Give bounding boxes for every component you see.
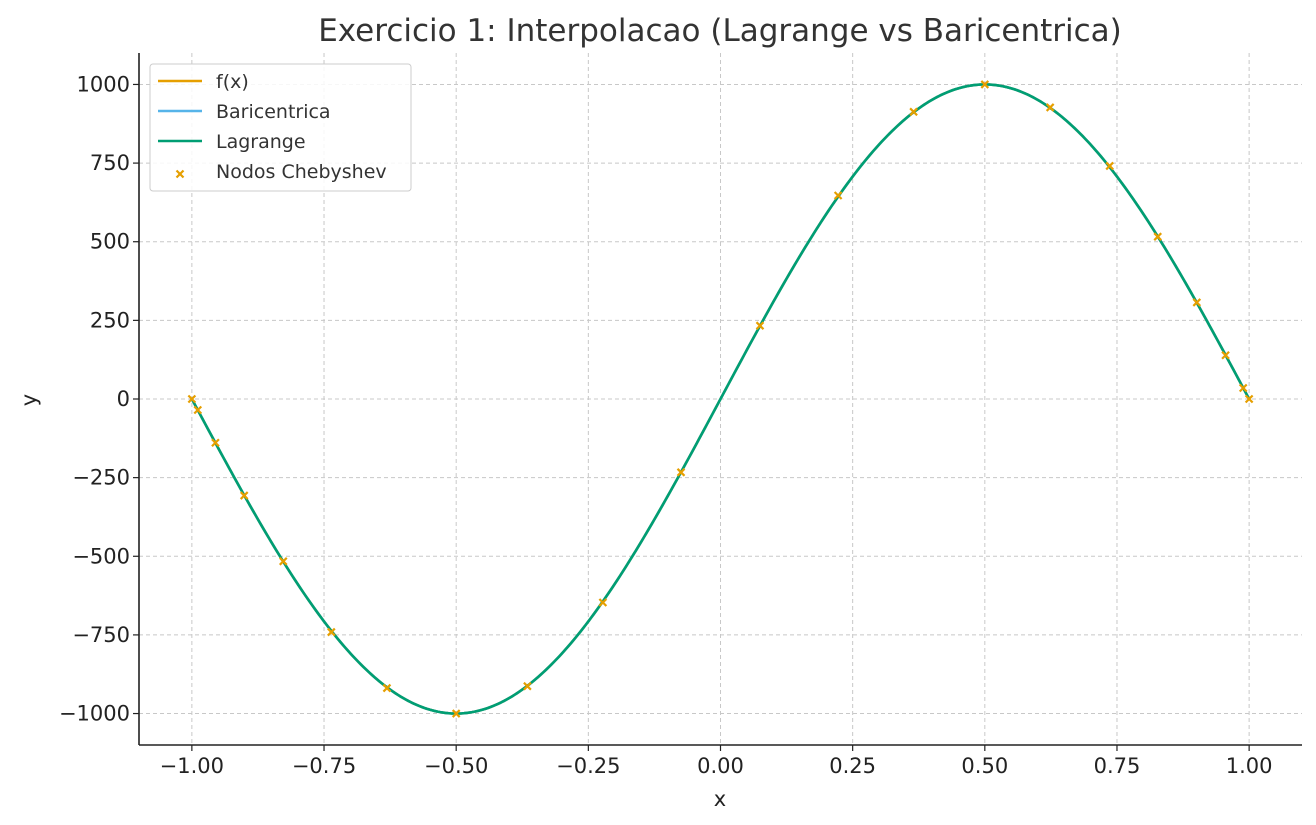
chebyshev-node-point — [598, 598, 608, 607]
chebyshev-node-point — [451, 709, 461, 718]
marker-stroke — [909, 107, 918, 117]
x-axis-label: x — [714, 787, 726, 811]
marker-stroke — [1153, 232, 1163, 241]
legend: f(x) Baricentrica Lagrange Nodos Chebyshev — [149, 63, 412, 192]
x-tick-label: 1.00 — [1226, 754, 1273, 778]
ticks: −1.00 −0.75 −0.50 −0.25 0.00 0.25 0.50 0.75 1.00… — [59, 72, 1273, 778]
chebyshev-node-point — [1244, 394, 1254, 404]
chebyshev-node-point — [909, 107, 918, 117]
y-tick-label: −1000 — [59, 702, 130, 726]
chebyshev-node-point — [523, 681, 532, 691]
x-tick-label: −0.75 — [292, 754, 356, 778]
marker-stroke — [382, 683, 392, 693]
chebyshev-node-point — [193, 405, 203, 415]
series-layer — [187, 80, 1254, 718]
marker-stroke — [1221, 351, 1230, 360]
marker-stroke — [1192, 298, 1202, 307]
y-tick-label: −750 — [72, 623, 130, 647]
chebyshev-node-point — [1153, 232, 1163, 241]
chebyshev-node-point — [1221, 351, 1230, 360]
marker-stroke — [833, 191, 843, 200]
marker-stroke — [451, 709, 461, 718]
marker-stroke — [1244, 394, 1254, 404]
x-tick-label: −0.50 — [424, 754, 488, 778]
y-tick-label: −500 — [72, 544, 130, 568]
x-tick-label: 0.00 — [697, 754, 744, 778]
marker-stroke — [676, 468, 686, 477]
chebyshev-node-point — [239, 491, 249, 500]
chebyshev-node-point — [755, 321, 765, 330]
legend-box — [149, 63, 412, 192]
y-tick-label: 1000 — [77, 72, 130, 96]
x-tick-label: 0.75 — [1094, 754, 1141, 778]
legend-label: f(x) — [216, 71, 249, 93]
chart-title: Exercicio 1: Interpolacao (Lagrange vs B… — [318, 13, 1122, 49]
chebyshev-node-point — [676, 468, 686, 477]
marker-stroke — [1105, 161, 1114, 171]
marker-stroke — [598, 598, 608, 607]
legend-label: Lagrange — [216, 131, 306, 153]
marker-stroke — [193, 405, 203, 415]
chebyshev-node-point — [187, 394, 197, 404]
chebyshev-node-point — [980, 80, 990, 89]
marker-stroke — [980, 80, 990, 89]
chebyshev-node-point — [833, 191, 843, 200]
marker-stroke — [187, 394, 197, 404]
legend-label: Baricentrica — [216, 101, 331, 123]
marker-stroke — [175, 169, 185, 179]
chebyshev-node-point — [211, 438, 220, 447]
marker-stroke — [239, 491, 249, 500]
chebyshev-node-point — [1238, 383, 1248, 393]
chebyshev-node-point — [1192, 298, 1202, 307]
marker-stroke — [755, 321, 765, 330]
x-tick-label: −1.00 — [160, 754, 224, 778]
x-tick-label: 0.25 — [829, 754, 876, 778]
y-tick-label: 250 — [90, 308, 130, 332]
marker-stroke — [211, 438, 220, 447]
marker-stroke — [1238, 383, 1248, 393]
marker-stroke — [278, 557, 288, 566]
marker-stroke — [1045, 103, 1055, 112]
marker-stroke — [523, 681, 532, 691]
chebyshev-node-point — [382, 683, 392, 693]
chebyshev-node-point — [327, 627, 336, 637]
y-tick-label: 750 — [90, 151, 130, 175]
grid — [139, 53, 1302, 745]
y-tick-label: −250 — [72, 466, 130, 490]
marker-stroke — [327, 627, 336, 637]
legend-label: Nodos Chebyshev — [216, 161, 387, 183]
x-tick-label: −0.25 — [556, 754, 620, 778]
chebyshev-node-point — [1105, 161, 1114, 171]
x-tick-label: 0.50 — [961, 754, 1008, 778]
legend-marker — [175, 169, 185, 179]
chebyshev-node-point — [278, 557, 288, 566]
series-line-lagrange — [190, 83, 1251, 715]
chebyshev-node-point — [1045, 103, 1055, 112]
y-tick-label: 500 — [90, 230, 130, 254]
y-tick-label: 0 — [117, 387, 130, 411]
y-axis-label: y — [17, 394, 41, 406]
